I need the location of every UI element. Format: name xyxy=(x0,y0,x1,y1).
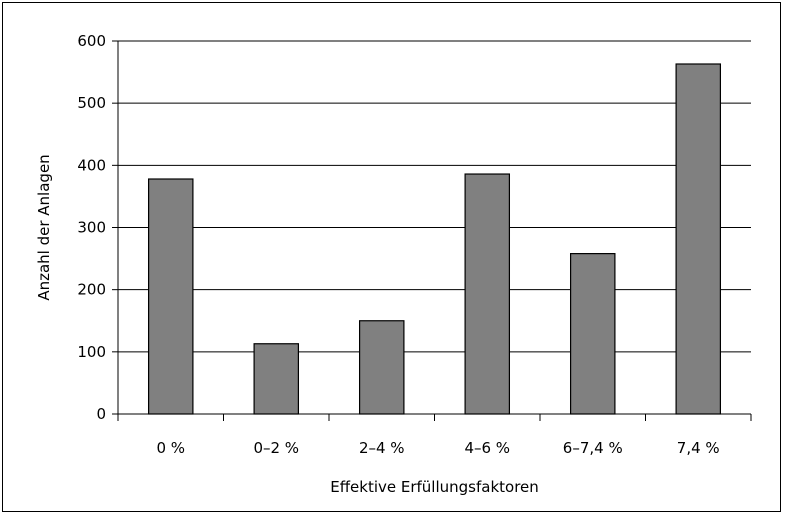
y-tick-label: 500 xyxy=(77,94,106,112)
x-tick-label: 6–7,4 % xyxy=(563,439,623,457)
y-tick-label: 100 xyxy=(77,343,106,361)
gridlines xyxy=(118,40,751,353)
bar-1 xyxy=(147,178,194,415)
y-tick-label: 0 xyxy=(96,405,106,423)
y-axis-title: Anzahl der Anlagen xyxy=(35,154,53,300)
bar-5 xyxy=(569,253,616,415)
x-tick-label: 4–6 % xyxy=(464,439,510,457)
bars xyxy=(147,63,722,415)
x-tick-labels: 0 % 0–2 % 2–4 % 4–6 % 6–7,4 % 7,4 % xyxy=(156,439,719,457)
x-tick-label: 0 % xyxy=(156,439,185,457)
y-tick-labels: 0 100 200 300 400 500 600 xyxy=(77,32,106,423)
x-tick-label: 0–2 % xyxy=(253,439,299,457)
x-tick-label: 7,4 % xyxy=(677,439,720,457)
y-tick-label: 600 xyxy=(77,32,106,50)
x-tick-label: 2–4 % xyxy=(359,439,405,457)
bar-6 xyxy=(675,63,722,415)
bar-3 xyxy=(358,320,405,415)
y-tick-label: 200 xyxy=(77,281,106,299)
y-tick-label: 400 xyxy=(77,156,106,174)
bar-2 xyxy=(253,343,300,415)
bar-4 xyxy=(464,173,511,415)
axes xyxy=(112,40,752,421)
y-tick-label: 300 xyxy=(77,219,106,237)
x-axis-title: Effektive Erfüllungsfaktoren xyxy=(330,478,539,496)
